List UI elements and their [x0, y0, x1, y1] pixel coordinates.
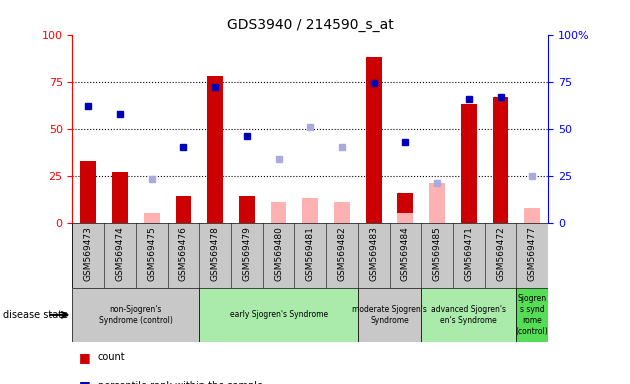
Bar: [199, 288, 358, 342]
Title: GDS3940 / 214590_s_at: GDS3940 / 214590_s_at: [227, 18, 394, 32]
Text: GSM569484: GSM569484: [401, 226, 410, 281]
Text: GSM569471: GSM569471: [464, 226, 473, 281]
Text: early Sjogren's Syndrome: early Sjogren's Syndrome: [229, 310, 328, 319]
Text: ■: ■: [79, 379, 91, 384]
Text: GSM569481: GSM569481: [306, 226, 315, 281]
Text: Sjogren
s synd
rome
(control): Sjogren s synd rome (control): [516, 294, 549, 336]
Bar: [72, 288, 199, 342]
Text: GSM569479: GSM569479: [243, 226, 251, 281]
Bar: [524, 208, 540, 223]
Text: GSM569477: GSM569477: [528, 226, 537, 281]
Bar: [493, 97, 508, 223]
Text: GSM569474: GSM569474: [115, 226, 125, 281]
Bar: [461, 104, 477, 223]
Bar: [207, 76, 223, 223]
Text: GSM569476: GSM569476: [179, 226, 188, 281]
Text: GSM569473: GSM569473: [84, 226, 93, 281]
Text: GSM569482: GSM569482: [338, 226, 346, 281]
Bar: [112, 172, 128, 223]
Text: GSM569483: GSM569483: [369, 226, 378, 281]
Bar: [421, 288, 517, 342]
Text: advanced Sjogren's
en's Syndrome: advanced Sjogren's en's Syndrome: [432, 305, 507, 325]
Text: count: count: [98, 352, 125, 362]
Text: GSM569475: GSM569475: [147, 226, 156, 281]
Bar: [81, 161, 96, 223]
Bar: [302, 198, 318, 223]
Bar: [239, 196, 255, 223]
Bar: [144, 214, 159, 223]
Bar: [358, 288, 421, 342]
Bar: [271, 202, 287, 223]
Text: disease state: disease state: [3, 310, 68, 320]
Bar: [176, 196, 192, 223]
Text: ■: ■: [79, 351, 91, 364]
Text: GSM569472: GSM569472: [496, 226, 505, 281]
Bar: [429, 183, 445, 223]
Text: percentile rank within the sample: percentile rank within the sample: [98, 381, 263, 384]
Bar: [366, 57, 382, 223]
Bar: [334, 202, 350, 223]
Text: GSM569478: GSM569478: [210, 226, 220, 281]
Text: GSM569485: GSM569485: [433, 226, 442, 281]
Bar: [398, 193, 413, 223]
Bar: [517, 288, 548, 342]
Text: non-Sjogren's
Syndrome (control): non-Sjogren's Syndrome (control): [99, 305, 173, 325]
Text: moderate Sjogren's
Syndrome: moderate Sjogren's Syndrome: [352, 305, 427, 325]
Text: GSM569480: GSM569480: [274, 226, 283, 281]
Bar: [398, 214, 413, 223]
